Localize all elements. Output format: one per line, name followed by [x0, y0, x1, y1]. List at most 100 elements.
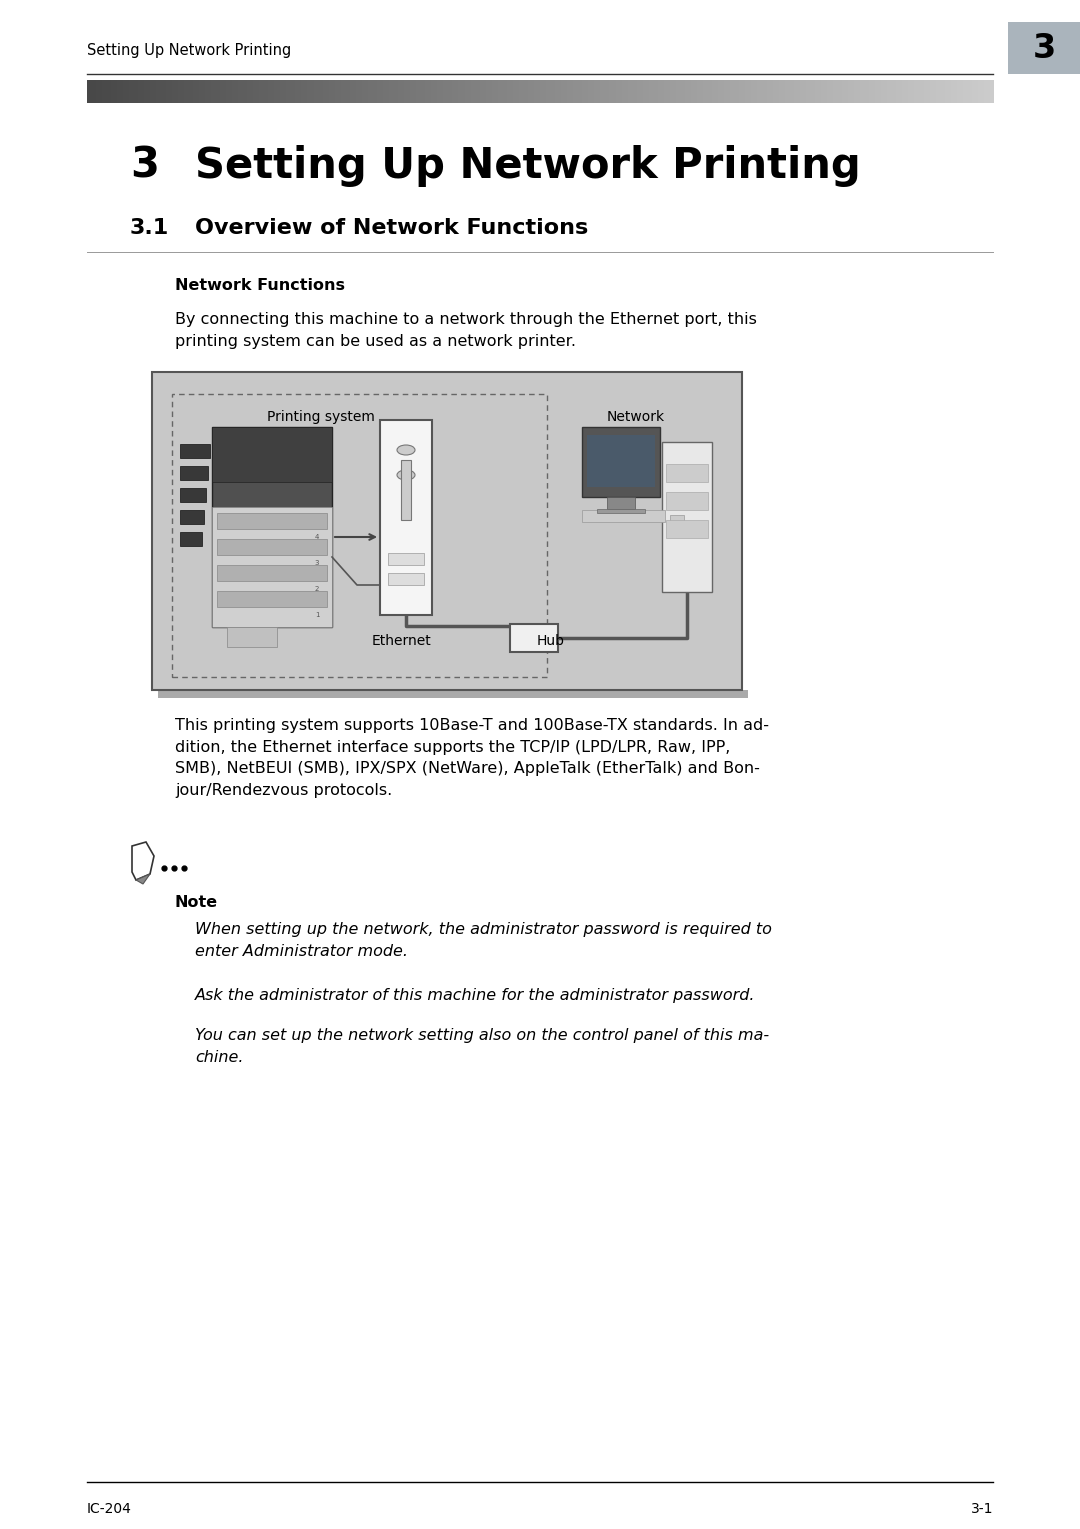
Bar: [896, 80, 900, 102]
Bar: [957, 80, 960, 102]
Bar: [752, 80, 755, 102]
Bar: [727, 80, 731, 102]
Bar: [666, 463, 708, 482]
Bar: [604, 80, 607, 102]
Bar: [733, 80, 737, 102]
Bar: [706, 80, 710, 102]
Bar: [135, 80, 139, 102]
Bar: [564, 80, 568, 102]
Bar: [103, 80, 106, 102]
Bar: [488, 80, 492, 102]
Text: 3: 3: [130, 145, 159, 187]
Bar: [764, 80, 767, 102]
Bar: [779, 80, 782, 102]
Bar: [878, 80, 881, 102]
Bar: [619, 80, 622, 102]
Bar: [688, 80, 691, 102]
Bar: [710, 80, 713, 102]
Bar: [212, 427, 332, 627]
Bar: [395, 80, 399, 102]
Bar: [202, 80, 205, 102]
Bar: [278, 80, 281, 102]
Bar: [649, 80, 652, 102]
Bar: [211, 80, 214, 102]
Bar: [386, 80, 390, 102]
Bar: [592, 80, 595, 102]
Bar: [885, 80, 888, 102]
Bar: [582, 427, 660, 497]
Bar: [694, 80, 698, 102]
Bar: [863, 80, 866, 102]
Bar: [449, 80, 453, 102]
Bar: [214, 80, 217, 102]
Bar: [217, 592, 327, 607]
Text: When setting up the network, the administrator password is required to
enter Adm: When setting up the network, the adminis…: [195, 922, 772, 959]
Bar: [180, 488, 206, 502]
Text: 4: 4: [314, 534, 320, 540]
Bar: [165, 80, 170, 102]
Bar: [407, 80, 410, 102]
Bar: [888, 80, 891, 102]
Bar: [232, 80, 235, 102]
Bar: [631, 80, 634, 102]
Bar: [673, 80, 676, 102]
Bar: [597, 509, 645, 514]
Bar: [814, 80, 819, 102]
Bar: [404, 80, 407, 102]
Bar: [388, 553, 424, 566]
Bar: [268, 80, 272, 102]
Bar: [93, 80, 96, 102]
Bar: [658, 80, 661, 102]
Bar: [226, 80, 229, 102]
Bar: [634, 80, 637, 102]
Bar: [147, 80, 151, 102]
Bar: [399, 80, 402, 102]
Text: 2: 2: [314, 586, 320, 592]
Bar: [597, 80, 600, 102]
Bar: [745, 80, 748, 102]
Bar: [340, 80, 345, 102]
Bar: [962, 80, 967, 102]
Bar: [933, 80, 936, 102]
Ellipse shape: [397, 469, 415, 480]
Bar: [458, 80, 462, 102]
Bar: [588, 434, 654, 488]
Bar: [662, 442, 712, 592]
Bar: [368, 80, 372, 102]
Bar: [537, 80, 540, 102]
Bar: [111, 80, 114, 102]
Bar: [217, 514, 327, 529]
Bar: [791, 80, 794, 102]
Text: This printing system supports 10Base-T and 100Base-TX standards. In ad-
dition, : This printing system supports 10Base-T a…: [175, 719, 769, 798]
Bar: [854, 80, 858, 102]
Bar: [362, 80, 365, 102]
Bar: [866, 80, 869, 102]
Bar: [222, 80, 227, 102]
Bar: [199, 80, 202, 102]
Bar: [824, 80, 827, 102]
Bar: [984, 80, 987, 102]
Bar: [266, 80, 269, 102]
Bar: [434, 80, 437, 102]
Text: Hub: Hub: [537, 635, 565, 648]
Bar: [718, 80, 721, 102]
Bar: [501, 80, 504, 102]
Bar: [401, 460, 411, 520]
Bar: [359, 80, 362, 102]
Bar: [410, 80, 414, 102]
Bar: [461, 80, 465, 102]
Bar: [453, 80, 456, 102]
Bar: [912, 80, 915, 102]
Bar: [558, 80, 562, 102]
Bar: [881, 80, 885, 102]
Bar: [338, 80, 341, 102]
Bar: [839, 80, 842, 102]
Bar: [486, 80, 489, 102]
Bar: [238, 80, 242, 102]
Bar: [126, 80, 130, 102]
Bar: [437, 80, 441, 102]
Bar: [310, 80, 314, 102]
Bar: [697, 80, 701, 102]
Bar: [471, 80, 474, 102]
Bar: [220, 80, 224, 102]
